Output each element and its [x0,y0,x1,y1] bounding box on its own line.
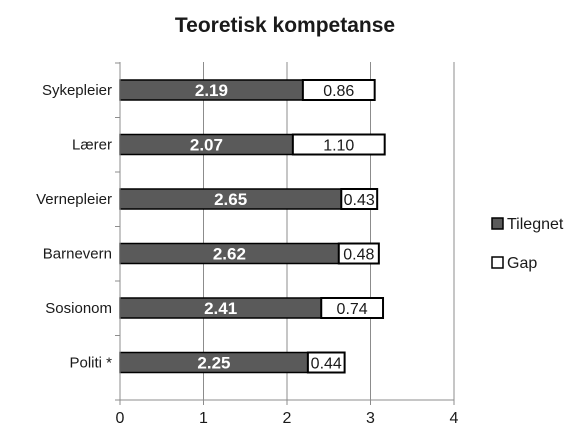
data-label-gap: 1.10 [323,138,354,155]
data-label-tilegnet: 2.07 [190,136,223,155]
data-label-gap: 0.43 [344,192,375,209]
data-label-tilegnet: 2.65 [214,190,247,209]
legend: Tilegnet Gap [491,216,564,272]
data-label-gap: 0.48 [343,247,374,264]
category-label: Barnevern [43,246,112,263]
bar-gap [340,188,379,210]
category-label: Sosionom [45,300,112,317]
data-label-gap: 0.86 [323,83,354,100]
x-tick-label: 1 [199,410,208,427]
bar-gap [337,242,380,265]
legend-swatch [491,256,504,269]
data-label-gap: 0.74 [337,301,368,318]
legend-label: Gap [507,255,537,272]
data-label-tilegnet: 2.25 [197,354,230,373]
bar-groups: 2.19 0.86 2.07 1.10 2.65 0.43 2.62 0.48 2.41 0.74… [119,79,386,374]
chart-title: Teoretisk kompetanse [175,14,395,37]
x-axis: 0 1 2 3 4 [115,62,459,427]
x-tick-label: 3 [366,410,375,427]
category-labels: Sykepleier Lærer Vernepleier Barnevern Sosio… [36,82,112,372]
bar-gap [301,79,376,101]
data-label-tilegnet: 2.41 [204,299,237,318]
grid-lines [203,62,455,400]
category-label: Sykepleier [42,82,112,99]
x-tick-label: 0 [116,410,125,427]
data-label-tilegnet: 2.62 [213,245,246,264]
category-label: Politi * [69,355,112,372]
bar-gap [306,351,346,374]
data-label-gap: 0.44 [311,356,342,373]
bar-gap [291,133,386,156]
category-label: Vernepleier [36,191,112,208]
bar-gap [320,297,385,319]
legend-swatch [491,217,504,230]
x-tick-label: 4 [450,410,459,427]
x-tick-label: 2 [283,410,292,427]
legend-label: Tilegnet [507,216,564,233]
category-label: Lærer [72,137,112,154]
data-label-tilegnet: 2.19 [195,81,228,100]
